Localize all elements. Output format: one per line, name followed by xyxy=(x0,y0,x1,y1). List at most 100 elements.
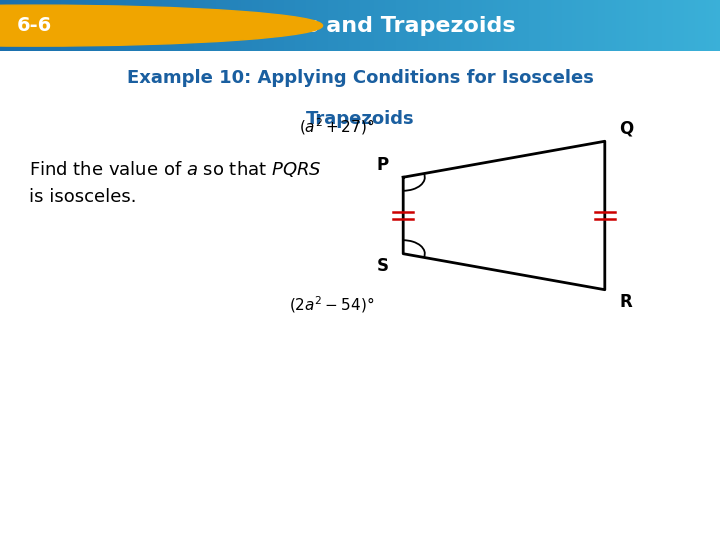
Bar xyxy=(65,0,68,51)
Bar xyxy=(670,0,673,51)
Bar xyxy=(126,0,130,51)
Bar xyxy=(702,0,706,51)
Bar xyxy=(648,0,652,51)
Bar xyxy=(32,0,36,51)
Bar xyxy=(101,0,104,51)
Bar xyxy=(594,0,598,51)
Bar xyxy=(335,0,338,51)
Bar xyxy=(396,0,400,51)
Bar xyxy=(551,0,554,51)
Bar xyxy=(407,0,410,51)
Bar xyxy=(155,0,158,51)
Bar xyxy=(382,0,385,51)
Bar xyxy=(209,0,212,51)
Text: Trapezoids: Trapezoids xyxy=(306,110,414,128)
Bar xyxy=(349,0,353,51)
Bar xyxy=(310,0,313,51)
Bar xyxy=(533,0,536,51)
Bar xyxy=(248,0,252,51)
Bar xyxy=(385,0,389,51)
Bar xyxy=(61,0,65,51)
Bar xyxy=(353,0,356,51)
Bar xyxy=(115,0,119,51)
Bar xyxy=(608,0,612,51)
Bar xyxy=(544,0,547,51)
Bar xyxy=(356,0,360,51)
Text: Find the value of $a$ so that $PQRS$
is isosceles.: Find the value of $a$ so that $PQRS$ is … xyxy=(29,159,321,206)
Bar xyxy=(529,0,533,51)
Bar xyxy=(256,0,259,51)
Bar xyxy=(392,0,396,51)
Bar xyxy=(187,0,191,51)
Bar xyxy=(630,0,634,51)
Bar xyxy=(14,0,18,51)
Bar xyxy=(403,0,407,51)
Bar xyxy=(338,0,342,51)
Bar xyxy=(50,0,54,51)
Bar xyxy=(227,0,230,51)
Bar xyxy=(198,0,202,51)
Bar xyxy=(497,0,500,51)
Bar xyxy=(166,0,169,51)
Bar xyxy=(716,0,720,51)
Text: Q: Q xyxy=(619,120,634,138)
Bar xyxy=(97,0,101,51)
Bar xyxy=(94,0,97,51)
Bar xyxy=(475,0,479,51)
Bar xyxy=(284,0,288,51)
Bar xyxy=(468,0,472,51)
Bar xyxy=(11,0,14,51)
Text: Holt Geometry: Holt Geometry xyxy=(9,514,111,527)
Bar xyxy=(302,0,306,51)
Bar xyxy=(450,0,454,51)
Bar xyxy=(583,0,587,51)
Bar xyxy=(688,0,691,51)
Bar xyxy=(677,0,680,51)
Bar xyxy=(299,0,302,51)
Bar xyxy=(263,0,266,51)
Bar xyxy=(238,0,241,51)
Bar xyxy=(652,0,655,51)
Bar xyxy=(292,0,295,51)
Bar xyxy=(360,0,364,51)
Bar xyxy=(713,0,716,51)
Bar xyxy=(112,0,115,51)
Bar xyxy=(479,0,482,51)
Text: Copyright © by Holt, Rinehart and Winston. All Rights Reserved.: Copyright © by Holt, Rinehart and Winsto… xyxy=(397,516,713,525)
Bar xyxy=(569,0,572,51)
Bar xyxy=(540,0,544,51)
Bar xyxy=(691,0,695,51)
Bar xyxy=(673,0,677,51)
Bar xyxy=(634,0,637,51)
Bar xyxy=(176,0,180,51)
Bar xyxy=(342,0,346,51)
Bar xyxy=(389,0,392,51)
Bar xyxy=(454,0,457,51)
Bar xyxy=(76,0,79,51)
Bar xyxy=(54,0,58,51)
Bar xyxy=(616,0,619,51)
Bar xyxy=(7,0,11,51)
Text: $(a^2 + 27)°$: $(a^2 + 27)°$ xyxy=(299,116,374,137)
Text: R: R xyxy=(619,293,632,311)
Bar xyxy=(40,0,43,51)
Bar xyxy=(436,0,439,51)
Bar xyxy=(619,0,623,51)
Bar xyxy=(133,0,137,51)
Text: P: P xyxy=(377,156,389,174)
Bar xyxy=(144,0,148,51)
Text: S: S xyxy=(377,258,389,275)
Bar xyxy=(22,0,25,51)
Bar xyxy=(522,0,526,51)
Bar xyxy=(432,0,436,51)
Bar xyxy=(486,0,490,51)
Bar xyxy=(288,0,292,51)
Bar xyxy=(346,0,349,51)
Bar xyxy=(277,0,281,51)
Bar xyxy=(230,0,234,51)
Bar xyxy=(90,0,94,51)
Bar xyxy=(371,0,374,51)
Bar xyxy=(216,0,220,51)
Bar xyxy=(612,0,616,51)
Bar xyxy=(86,0,90,51)
